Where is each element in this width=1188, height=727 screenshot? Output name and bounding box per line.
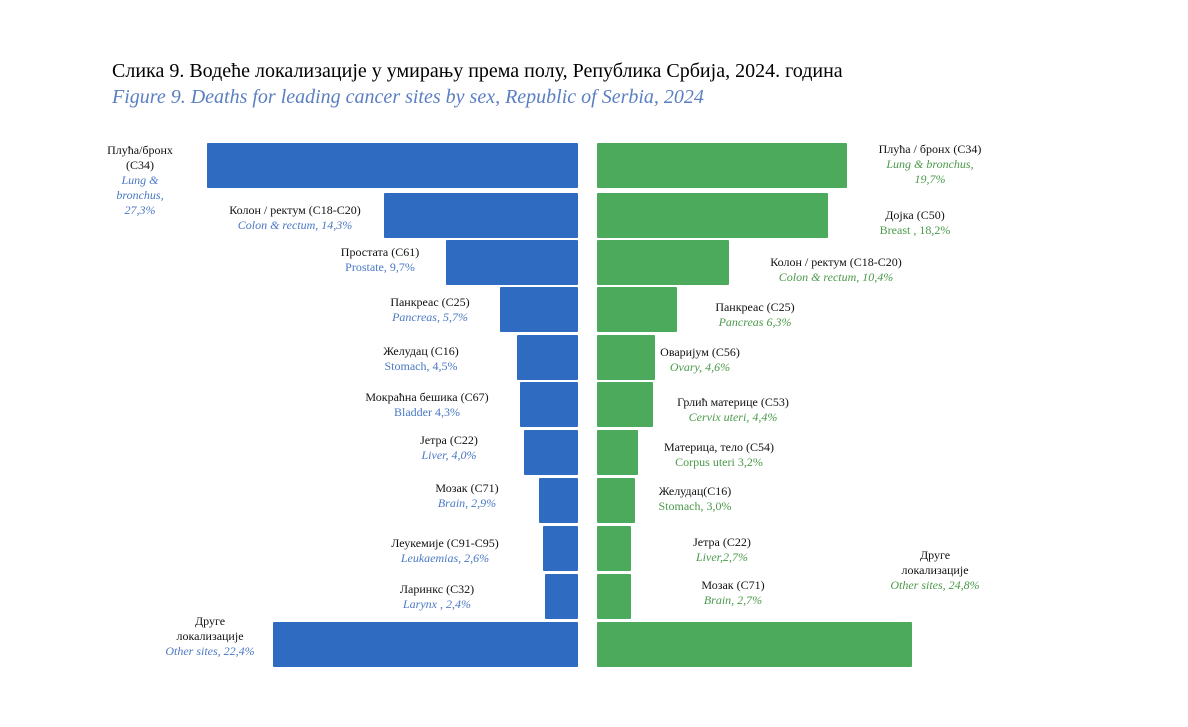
site-name-english-value: Liver,2,7% — [696, 550, 748, 564]
site-name-english-value: Pancreas, 5,7% — [392, 310, 468, 324]
site-name-english-value: Ovary, 4,6% — [669, 360, 731, 374]
male-bar — [542, 526, 578, 571]
male-bar — [273, 622, 578, 667]
male-bar-label: Друге локализације Other sites, 22,4% — [165, 614, 255, 659]
site-name-english-value: Larynx , 2,4% — [402, 597, 471, 611]
site-name-english-value: Leukaemias, 2,6% — [400, 551, 490, 565]
site-name-serbian: Плућа/бронх (C34) — [107, 143, 173, 172]
male-bar — [545, 574, 578, 619]
site-name-english-value: Corpus uteri 3,2% — [675, 455, 763, 469]
female-bar-label: Материца, тело (C54) Corpus uteri 3,2% — [664, 440, 774, 470]
site-name-english-value: Cervix uteri, 4,4% — [688, 410, 778, 424]
male-bar-label: Јетра (C22) Liver, 4,0% — [420, 433, 478, 463]
site-name-serbian: Желудац (C16) — [383, 344, 459, 358]
male-bar-label: Простата (C61) Prostate, 9,7% — [341, 245, 419, 275]
site-name-serbian: Панкреас (C25) — [715, 300, 795, 314]
site-name-serbian: Јетра (C22) — [420, 433, 478, 447]
site-name-serbian: Друге локализације — [901, 548, 969, 577]
female-bar — [597, 574, 632, 619]
site-name-serbian: Простата (C61) — [340, 245, 420, 259]
site-name-serbian: Леукемије (C91-C95) — [391, 536, 499, 550]
site-name-english-value: Lung & bronchus, 19,7% — [886, 157, 974, 186]
site-name-english-value: Stomach, 4,5% — [384, 359, 458, 373]
male-bar — [523, 430, 578, 475]
site-name-serbian: Колон / ректум (C18-C20) — [229, 203, 361, 217]
site-name-serbian: Ларинкс (C32) — [399, 582, 475, 596]
site-name-english-value: Other sites, 22,4% — [165, 644, 255, 658]
female-bar — [597, 287, 677, 332]
male-bar-label: Панкреас (C25) Pancreas, 5,7% — [390, 295, 469, 325]
site-name-serbian: Јетра (C22) — [693, 535, 751, 549]
female-bar — [597, 478, 636, 523]
site-name-serbian: Колон / ректум (C18-C20) — [770, 255, 902, 269]
site-name-english-value: Liver, 4,0% — [421, 448, 477, 462]
female-bar-label: Панкреас (C25) Pancreas 6,3% — [715, 300, 794, 330]
site-name-serbian: Друге локализације — [176, 614, 244, 643]
female-bar — [597, 526, 632, 571]
site-name-serbian: Мозак (C71) — [701, 578, 765, 592]
site-name-english-value: Lung & bronchus, 27,3% — [116, 173, 164, 217]
female-bar — [597, 240, 730, 285]
female-bar-label: Грлић материце (C53) Cervix uteri, 4,4% — [677, 395, 789, 425]
female-bar-label: Дојка (C50) Breast , 18,2% — [880, 208, 951, 238]
site-name-english-value: Stomach, 3,0% — [658, 499, 732, 513]
male-bar — [206, 143, 578, 188]
male-bar-label: Ларинкс (C32) Larynx , 2,4% — [400, 582, 474, 612]
female-bar — [597, 335, 656, 380]
female-bar — [597, 143, 848, 188]
male-bar — [516, 335, 578, 380]
figure-title-serbian: Слика 9. Водеће локализације у умирању п… — [112, 60, 843, 82]
site-name-serbian: Желудац(C16) — [658, 484, 732, 498]
site-name-serbian: Дојка (C50) — [885, 208, 945, 222]
male-bar-label: Колон / ректум (C18-C20) Colon & rectum, … — [229, 203, 361, 233]
site-name-serbian: Мозак (C71) — [435, 481, 499, 495]
female-bar-label: Колон / ректум (C18-C20) Colon & rectum, … — [770, 255, 902, 285]
site-name-english-value: Pancreas 6,3% — [718, 315, 792, 329]
site-name-english-value: Prostate, 9,7% — [345, 260, 415, 274]
female-bar — [597, 430, 638, 475]
female-bar-label: Друге локализације Other sites, 24,8% — [890, 548, 980, 593]
male-bar-label: Леукемије (C91-C95) Leukaemias, 2,6% — [391, 536, 499, 566]
male-bar — [519, 382, 578, 427]
male-bar-label: Плућа/бронх (C34) Lung & bronchus, 27,3% — [105, 143, 175, 218]
female-bar-label: Јетра (C22) Liver,2,7% — [693, 535, 751, 565]
figure-title-english: Figure 9. Deaths for leading cancer site… — [112, 86, 704, 108]
female-bar-label: Оваријум (C56) Ovary, 4,6% — [660, 345, 740, 375]
site-name-serbian: Грлић материце (C53) — [677, 395, 789, 409]
site-name-serbian: Мокраћна бешика (C67) — [365, 390, 489, 404]
male-bar-label: Желудац (C16) Stomach, 4,5% — [383, 344, 459, 374]
site-name-english-value: Other sites, 24,8% — [890, 578, 980, 592]
site-name-english-value: Colon & rectum, 10,4% — [778, 270, 894, 284]
site-name-english-value: Brain, 2,9% — [437, 496, 497, 510]
female-bar-label: Плућа / бронх (C34) Lung & bronchus, 19,7… — [875, 142, 985, 187]
site-name-serbian: Оваријум (C56) — [660, 345, 740, 359]
male-bar — [383, 193, 578, 238]
male-bar — [446, 240, 578, 285]
site-name-english-value: Brain, 2,7% — [703, 593, 763, 607]
female-bar-label: Желудац(C16) Stomach, 3,0% — [659, 484, 732, 514]
male-bar-label: Мокраћна бешика (C67) Bladder 4,3% — [365, 390, 488, 420]
site-name-serbian: Материца, тело (C54) — [664, 440, 774, 454]
female-bar — [597, 622, 912, 667]
site-name-serbian: Панкреас (C25) — [390, 295, 470, 309]
site-name-serbian: Плућа / бронх (C34) — [878, 142, 982, 156]
site-name-english-value: Bladder 4,3% — [394, 405, 460, 419]
site-name-english-value: Breast , 18,2% — [879, 223, 951, 237]
female-bar — [597, 382, 653, 427]
male-bar — [500, 287, 578, 332]
female-bar-label: Мозак (C71) Brain, 2,7% — [701, 578, 764, 608]
site-name-english-value: Colon & rectum, 14,3% — [237, 218, 353, 232]
male-bar — [538, 478, 578, 523]
male-bar-label: Мозак (C71) Brain, 2,9% — [435, 481, 498, 511]
female-bar — [597, 193, 829, 238]
